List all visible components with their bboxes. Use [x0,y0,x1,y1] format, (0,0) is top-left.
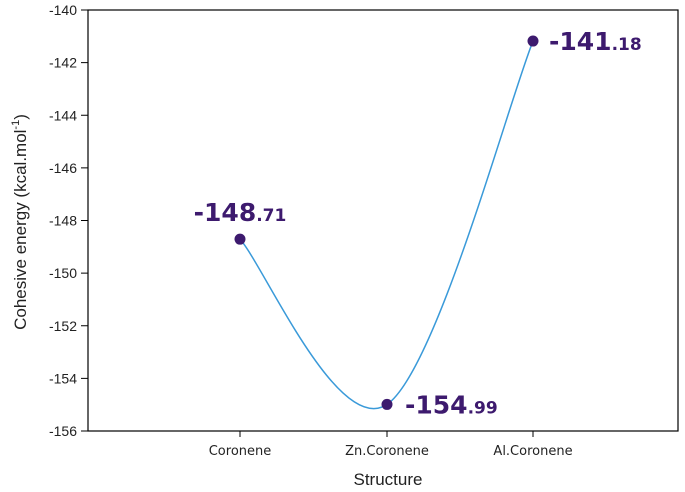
y-tick-label: -150 [49,265,77,281]
data-label-decimal: .99 [468,398,498,418]
y-tick-label: -148 [49,213,77,229]
x-axis-ticks: Coronene Zn.Coronene Al.Coronene [209,431,573,459]
data-markers [234,35,539,410]
y-tick-label: -142 [49,55,77,71]
y-tick-label: -156 [49,423,77,439]
x-tick-label: Zn.Coronene [345,444,429,459]
data-label: -148.71 [194,198,287,227]
data-label: -141.18 [549,27,642,56]
data-label-integer: -154 [405,390,468,419]
data-label-integer: -141 [549,27,612,56]
data-point-al-coronene [527,35,539,47]
x-tick-label: Coronene [209,444,272,459]
y-tick-label: -140 [49,2,77,18]
y-tick-label: -152 [49,318,77,334]
x-axis-title: Structure [354,470,423,489]
x-tick-label: Al.Coronene [493,444,572,459]
data-point-coronene [234,233,246,245]
y-axis-title: Cohesive energy (kcal.mol-1) [10,114,30,330]
y-tick-label: -144 [49,107,77,123]
data-labels: -148.71 -154.99 -141.18 [194,27,642,419]
series-line [239,40,534,409]
data-label: -154.99 [405,390,498,419]
data-label-decimal: .18 [612,35,642,55]
plot-frame [87,9,679,432]
data-label-decimal: .71 [256,206,286,226]
y-tick-label: -154 [49,370,77,386]
y-tick-label: -146 [49,160,77,176]
data-label-integer: -148 [194,198,257,227]
data-point-zn-coronene [381,398,393,410]
y-axis-ticks: -140 -142 -144 -146 -148 -150 -152 -154 -156 [49,2,88,439]
